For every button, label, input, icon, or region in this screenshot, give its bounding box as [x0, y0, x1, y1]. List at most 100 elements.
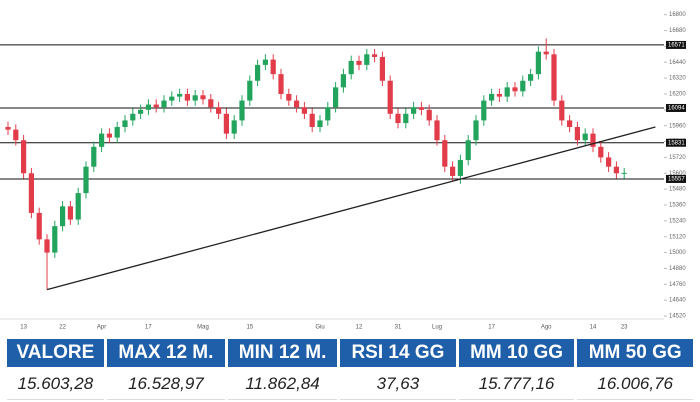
candle-body: [5, 127, 11, 130]
candle-body: [177, 93, 183, 97]
y-tick-label: 16320: [669, 76, 686, 82]
x-tick-label: 15: [246, 325, 253, 331]
candle-body: [348, 60, 354, 75]
candle-body: [52, 226, 58, 253]
candle-body: [13, 129, 19, 141]
candle-body: [457, 160, 463, 176]
value-cell: 37,63: [340, 369, 456, 400]
candle-body: [372, 54, 378, 57]
y-tick-label: 14760: [669, 282, 686, 288]
trend-line: [46, 126, 656, 291]
y-tick-label: 15480: [669, 187, 686, 193]
candle-body: [512, 87, 518, 92]
header-cell: MAX 12 M.: [106, 339, 226, 367]
candle-body: [520, 80, 526, 92]
candle-body: [356, 60, 362, 65]
x-tick-label: Lug: [432, 325, 442, 331]
candle-body: [192, 95, 198, 101]
candle-body: [278, 74, 284, 94]
candle-body: [28, 173, 34, 213]
candle-body: [489, 93, 495, 101]
candle-body: [36, 212, 42, 240]
x-tick-label: 13: [20, 325, 27, 331]
candle-body: [114, 127, 120, 138]
candle-body: [333, 87, 339, 108]
y-tick-label: 15720: [669, 155, 686, 161]
x-tick-label: 17: [145, 325, 152, 331]
x-tick-label: 22: [59, 325, 66, 331]
y-tick-label: 16800: [669, 12, 686, 18]
candle-body: [473, 120, 479, 141]
candle-body: [145, 104, 151, 110]
candle-body: [379, 56, 385, 81]
y-tick-label: 15960: [669, 123, 686, 129]
candle-body: [364, 54, 370, 65]
candle-body: [582, 133, 588, 141]
candle-body: [223, 113, 229, 134]
candle-body: [106, 133, 112, 138]
candle-body: [559, 100, 565, 121]
x-tick-label: Ago: [541, 325, 552, 331]
candle-body: [91, 146, 97, 167]
candle-body: [606, 157, 612, 167]
y-tick-label: 15600: [669, 171, 686, 177]
candle-body: [465, 140, 471, 161]
candle-body: [83, 166, 89, 194]
header-cell: VALORE: [7, 339, 104, 367]
candle-body: [317, 120, 323, 128]
candle-body: [60, 206, 66, 227]
candle-body: [504, 87, 510, 97]
candle-body: [130, 113, 136, 121]
value-cell: 16.006,76: [577, 369, 693, 400]
candle-body: [247, 80, 253, 101]
y-tick-label: 15360: [669, 203, 686, 209]
candle-body: [551, 54, 557, 101]
value-cell: 16.528,97: [106, 369, 226, 400]
y-tick-label: 14640: [669, 298, 686, 304]
candle-body: [481, 100, 487, 121]
candle-body: [442, 140, 448, 167]
x-tick-label: 12: [356, 325, 363, 331]
candle-body: [403, 113, 409, 124]
y-tick-label: 14520: [669, 314, 686, 320]
level-box: [666, 174, 686, 183]
candle-body: [75, 193, 81, 220]
level-label: 16571: [668, 43, 685, 49]
chart: 14520 14640 14760 14880 15000 15120 15240 15360…: [0, 12, 686, 331]
value-cell: 15.777,16: [458, 369, 575, 400]
candle-body: [270, 59, 276, 75]
x-tick-label: Giu: [315, 325, 324, 331]
candle-body: [621, 172, 627, 174]
candle-body: [613, 166, 619, 174]
candle-body: [325, 107, 331, 121]
candle-body: [387, 80, 393, 114]
header-cell: MM 50 GG: [577, 339, 693, 367]
candle-body: [543, 51, 549, 55]
x-tick-label: Apr: [97, 325, 106, 331]
level-label: 15557: [668, 177, 685, 183]
level-box: [666, 138, 686, 147]
candle-body: [340, 74, 346, 88]
candle-body: [208, 99, 214, 108]
candle-body: [567, 120, 573, 128]
candle-body: [99, 133, 105, 147]
level-box: [666, 103, 686, 112]
x-tick-label: Mag: [197, 325, 209, 331]
candle-body: [161, 100, 167, 108]
candle-body: [262, 59, 268, 65]
candle-body: [418, 107, 424, 110]
header-cell: RSI 14 GG: [340, 339, 456, 367]
candle-body: [535, 51, 541, 75]
candle-body: [590, 133, 596, 147]
level-label: 15831: [668, 140, 685, 146]
candle-body: [122, 120, 128, 128]
candle-body: [309, 113, 315, 128]
header-cell: MIN 12 M.: [228, 339, 338, 367]
candle-body: [294, 100, 300, 108]
candle-body: [395, 113, 401, 124]
y-tick-label: 16680: [669, 28, 686, 34]
candle-body: [301, 107, 307, 114]
table-header: VALORE MAX 12 M. MIN 12 M. RSI 14 GG MM 10 G…: [7, 339, 693, 367]
candle-body: [138, 109, 144, 114]
